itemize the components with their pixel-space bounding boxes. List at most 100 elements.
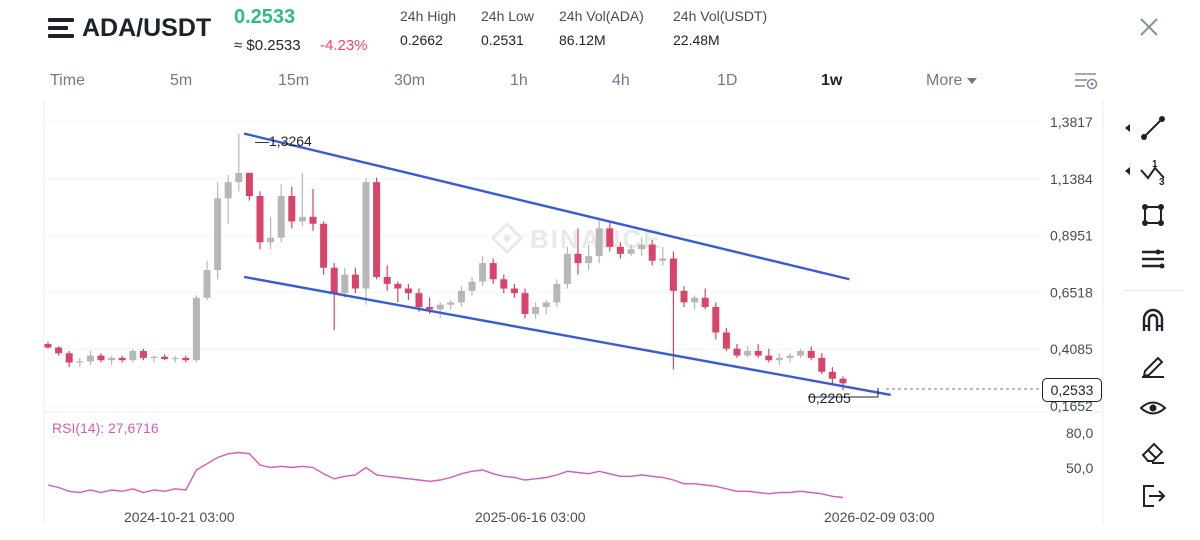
pencil-icon [1142, 356, 1164, 378]
tab-15m[interactable]: 15m [278, 72, 310, 89]
price-tick-label: 0,1652 [1050, 398, 1093, 414]
stat-24h-vol-ada: 24h Vol(ADA) 86.12M [559, 8, 644, 48]
candle-body [616, 246, 624, 254]
candle-body [373, 182, 381, 277]
rsi-label: RSI(14): 27,6716 [52, 420, 159, 436]
candle-body [500, 279, 508, 289]
tab-1h[interactable]: 1h [510, 72, 528, 89]
visibility-tool[interactable] [1138, 393, 1168, 423]
annotations: —1,3264 0,2205 [255, 133, 1040, 406]
low-annotation: 0,2205 [808, 390, 851, 406]
candle-body [129, 350, 137, 361]
candle-body [108, 357, 116, 361]
candle-body [457, 290, 465, 303]
position-tool[interactable] [1138, 244, 1168, 274]
date-label: 2026-02-09 03:00 [824, 509, 935, 525]
pair-title[interactable]: ADA/USDT [82, 14, 212, 42]
fib-tool[interactable]: 1 3 [1138, 156, 1168, 188]
trendlines[interactable] [243, 132, 891, 397]
date-axis: 2024-10-21 03:00 2025-06-16 03:00 2026-0… [124, 509, 935, 525]
candle-body [436, 304, 444, 310]
expand-arrow-icon [1125, 167, 1130, 175]
stat-label: 24h Low [481, 8, 534, 24]
tab-more-label: More [926, 72, 963, 89]
price-tick-label: 1,1384 [1050, 171, 1093, 187]
rsi-line [47, 451, 844, 499]
stat-label: 24h Vol(ADA) [559, 8, 644, 24]
candle-body [309, 216, 317, 224]
trendline-upper[interactable] [243, 132, 850, 281]
brush-tool[interactable] [1138, 349, 1168, 379]
chart-settings-icon[interactable] [1074, 70, 1098, 92]
candle-body [139, 350, 147, 358]
menu-icon[interactable] [48, 18, 74, 38]
candle-body [659, 258, 667, 261]
candle-body [267, 237, 275, 243]
candle-body [44, 344, 52, 348]
candle-body [542, 302, 550, 308]
candle-body [203, 270, 211, 298]
candle-body [648, 244, 656, 261]
candle-body [118, 357, 126, 361]
candle-body [86, 355, 94, 362]
candle-body [383, 276, 391, 284]
trendline-lower[interactable] [243, 275, 891, 397]
candle-body [277, 196, 285, 238]
candle-body [192, 297, 200, 361]
tab-1d[interactable]: 1D [717, 72, 738, 89]
eraser-icon [1141, 442, 1164, 464]
expand-arrow-icon [1125, 124, 1130, 132]
svg-text:1: 1 [1152, 159, 1158, 170]
candles [44, 133, 847, 391]
candle-body [404, 288, 412, 294]
tab-more[interactable]: More [926, 72, 978, 90]
last-price: 0.2533 [234, 6, 296, 28]
rectangle-tool[interactable] [1138, 200, 1168, 230]
candle-body [351, 274, 359, 289]
magnet-icon [1142, 308, 1164, 331]
rectangle-icon [1142, 204, 1164, 226]
stat-24h-high: 24h High 0.2662 [400, 8, 456, 48]
tab-30m[interactable]: 30m [394, 72, 426, 89]
candle-body [362, 182, 370, 289]
tab-1w[interactable]: 1w [821, 72, 843, 89]
candlestick-chart[interactable]: BINANCE —1,3264 0,2205 1,38171,13840,895… [0, 100, 1112, 540]
stat-24h-low: 24h Low 0.2531 [481, 8, 534, 48]
price-tick-label: 0,4085 [1050, 341, 1093, 357]
eye-icon [1139, 401, 1167, 415]
converted-price: ≈ $0.2533 [234, 37, 301, 54]
stat-value: 86.12M [559, 32, 606, 48]
candle-body [330, 267, 338, 294]
candle-body [828, 371, 836, 379]
tab-5m[interactable]: 5m [170, 72, 193, 89]
candle-body [818, 357, 826, 372]
candle-body [744, 350, 752, 356]
magnet-tool[interactable] [1138, 305, 1168, 335]
exit-tool[interactable] [1138, 481, 1168, 511]
tab-4h[interactable]: 4h [612, 72, 630, 89]
candle-body [807, 350, 815, 358]
candle-body [161, 356, 169, 360]
candle-body [510, 288, 518, 294]
candle-body [468, 281, 476, 291]
candle-body [574, 253, 582, 264]
rsi-level-80: 80,0 [1066, 425, 1093, 441]
last-price-tag: 0,2533 [1042, 378, 1102, 402]
close-icon[interactable] [1138, 16, 1160, 38]
candle-body [691, 297, 699, 303]
binance-logo-icon [490, 221, 524, 255]
candle-body [563, 253, 571, 284]
price-change-percent: -4.23% [320, 37, 368, 54]
price-tick-label: 1,3817 [1050, 114, 1093, 130]
eraser-tool[interactable] [1138, 437, 1168, 467]
tab-time[interactable]: Time [50, 72, 85, 89]
candle-body [585, 256, 593, 264]
candle-body [638, 244, 646, 250]
exit-icon [1143, 485, 1166, 507]
trendline-tool[interactable] [1138, 113, 1168, 143]
rsi-pane: RSI(14): 27,6716 80,0 50,0 [47, 420, 1093, 499]
candle-body [797, 350, 805, 356]
candle-body [532, 307, 540, 314]
candle-body [415, 293, 423, 308]
long-short-icon [1142, 249, 1165, 269]
